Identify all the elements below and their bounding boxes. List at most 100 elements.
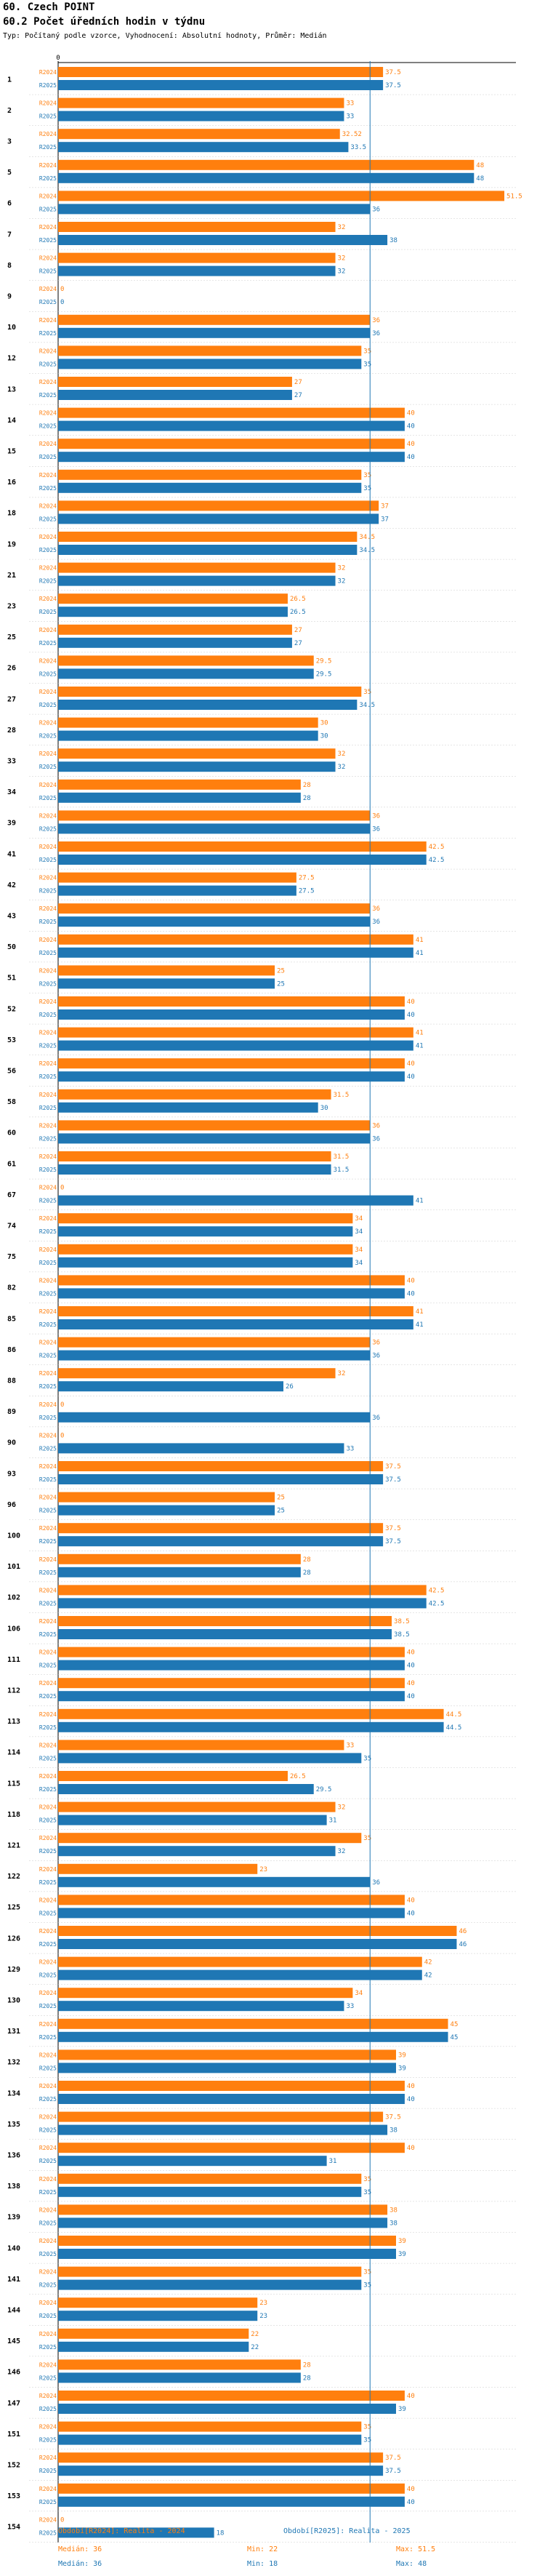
value-label-r2025: 40: [407, 2096, 415, 2103]
bar-r2025: [58, 2341, 249, 2352]
series-label-r2025: R2025: [39, 1260, 57, 1266]
category-label: 101: [7, 1563, 20, 1571]
series-label-r2024: R2024: [39, 1060, 57, 1067]
value-label-r2024: 36: [372, 812, 380, 820]
value-label-r2025: 37.5: [385, 82, 401, 89]
value-label-r2024: 28: [303, 2361, 311, 2369]
bar-r2025: [58, 1040, 413, 1051]
series-label-r2024: R2024: [39, 627, 57, 633]
series-label-r2025: R2025: [39, 547, 57, 553]
series-label-r2024: R2024: [39, 1835, 57, 1841]
series-label-r2024: R2024: [39, 348, 57, 354]
series-label-r2024: R2024: [39, 193, 57, 199]
series-label-r2025: R2025: [39, 206, 57, 212]
value-label-r2025: 40: [407, 1663, 415, 1670]
series-label-r2025: R2025: [39, 1663, 57, 1669]
bar-r2024: [58, 222, 336, 232]
category-label: 27: [7, 695, 16, 703]
value-label-r2024: 36: [372, 317, 380, 324]
bar-r2024: [58, 191, 505, 201]
value-label-r2024: 40: [407, 1060, 415, 1068]
series-label-r2025: R2025: [39, 2499, 57, 2505]
chart-title: 60.2 Počet úředních hodin v týdnu: [3, 16, 206, 28]
bar-r2025: [58, 2311, 258, 2321]
series-label-r2024: R2024: [39, 1649, 57, 1656]
value-label-r2024: 42.5: [429, 1587, 445, 1594]
value-label-r2024: 39: [398, 2052, 406, 2059]
series-label-r2024: R2024: [39, 317, 57, 324]
series-label-r2025: R2025: [39, 1786, 57, 1793]
bar-r2025: [58, 2094, 405, 2104]
bar-r2025: [58, 265, 336, 276]
series-label-r2025: R2025: [39, 1445, 57, 1452]
value-label-r2025: 34.5: [359, 702, 375, 709]
value-label-r2025: 40: [407, 423, 415, 431]
bar-r2024: [58, 1616, 392, 1626]
value-label-r2024: 34: [355, 1247, 363, 1254]
series-label-r2025: R2025: [39, 2344, 57, 2351]
value-label-r2025: 39: [398, 2065, 406, 2072]
category-label: 154: [7, 2524, 20, 2532]
value-label-r2024: 0: [60, 286, 64, 293]
category-label: 74: [7, 1223, 16, 1231]
value-label-r2024: 26.5: [290, 596, 306, 603]
bar-r2025: [58, 1350, 371, 1361]
value-label-r2024: 37.5: [385, 69, 401, 76]
category-label: 106: [7, 1625, 20, 1633]
series-label-r2025: R2025: [39, 2127, 57, 2134]
value-label-r2025: 41: [416, 1321, 424, 1329]
series-label-r2024: R2024: [39, 751, 57, 757]
value-label-r2025: 48: [476, 175, 484, 183]
value-label-r2024: 35: [363, 2176, 371, 2183]
series-label-r2024: R2024: [39, 1618, 57, 1625]
bar-r2025: [58, 607, 288, 617]
value-label-r2025: 25: [277, 1508, 285, 1515]
chart-header: 60. Czech POINT 60.2 Počet úředních hodi…: [0, 0, 545, 58]
series-label-r2024: R2024: [39, 534, 57, 540]
value-label-r2025: 32: [338, 1848, 346, 1855]
bar-r2025: [58, 1721, 444, 1732]
bar-r2024: [58, 1306, 413, 1316]
series-label-r2024: R2024: [39, 2145, 57, 2151]
category-label: 33: [7, 758, 16, 766]
bar-r2025: [58, 80, 384, 90]
bar-r2025: [58, 1660, 405, 1671]
bar-r2025: [58, 885, 296, 896]
series-label-r2024: R2024: [39, 255, 57, 262]
value-label-r2025: 46: [459, 1941, 467, 1948]
bar-r2024: [58, 1523, 384, 1534]
value-label-r2024: 41: [416, 1308, 424, 1316]
series-label-r2024: R2024: [39, 131, 57, 137]
value-label-r2024: 25: [277, 967, 285, 975]
value-label-r2025: 32: [338, 268, 346, 276]
value-label-r2024: 35: [363, 689, 371, 696]
series-label-r2024: R2024: [39, 2361, 57, 2368]
bar-r2024: [58, 872, 296, 883]
value-label-r2025: 18: [217, 2529, 225, 2537]
value-label-r2024: 46: [459, 1928, 467, 1935]
value-label-r2024: 40: [407, 999, 415, 1006]
series-label-r2025: R2025: [39, 1631, 57, 1638]
value-label-r2024: 27: [294, 379, 302, 386]
series-label-r2024: R2024: [39, 1185, 57, 1191]
series-label-r2024: R2024: [39, 1556, 57, 1563]
series-label-r2024: R2024: [39, 1308, 57, 1315]
series-label-r2025: R2025: [39, 1879, 57, 1886]
bar-r2024: [58, 1988, 353, 1999]
value-label-r2024: 40: [407, 1897, 415, 1904]
value-label-r2024: 29.5: [316, 657, 332, 665]
bar-r2025: [58, 1381, 283, 1392]
bar-r2025: [58, 1133, 371, 1144]
value-label-r2024: 40: [407, 2393, 415, 2400]
bar-r2024: [58, 996, 405, 1007]
value-label-r2025: 38: [389, 237, 397, 244]
series-label-r2025: R2025: [39, 2313, 57, 2319]
bar-r2025: [58, 2186, 362, 2197]
category-label: 1: [7, 76, 12, 84]
bar-r2024: [58, 314, 371, 325]
category-label: 89: [7, 1408, 16, 1416]
value-label-r2025: 29.5: [316, 1786, 332, 1793]
category-label: 114: [7, 1749, 20, 1757]
series-label-r2024: R2024: [39, 1773, 57, 1780]
